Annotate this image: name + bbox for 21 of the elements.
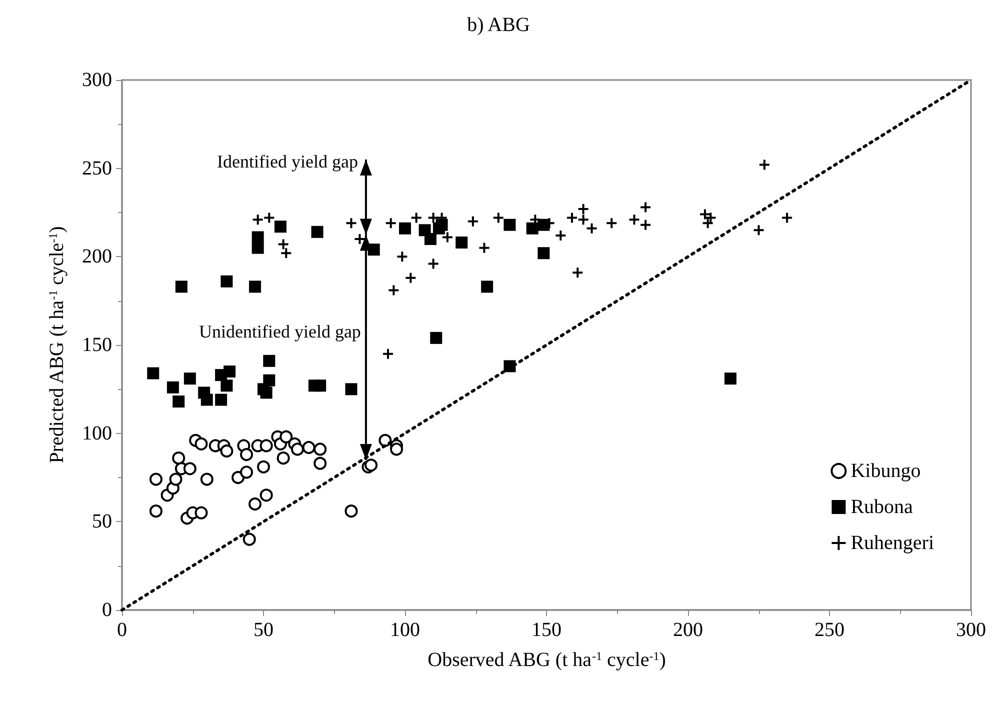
legend-label: Ruhengeri — [850, 532, 934, 554]
annotation: Identified yield gap — [216, 152, 358, 172]
x-tick-label: 100 — [390, 619, 420, 641]
y-tick-label: 300 — [82, 69, 112, 91]
y-tick-label: 250 — [82, 157, 112, 180]
annotation: Unidentified yield gap — [198, 321, 361, 342]
x-tick-label: 150 — [532, 619, 562, 641]
legend-label: Rubona — [850, 496, 914, 518]
chart-title: b) ABG — [467, 14, 530, 36]
x-tick-label: 300 — [956, 619, 986, 641]
x-tick-label: 0 — [117, 619, 127, 641]
x-tick-label: 250 — [814, 619, 844, 641]
y-tick-label: 0 — [102, 599, 112, 621]
y-tick-label: 150 — [82, 334, 112, 356]
y-axis-title: Predicted ABG (t ha-1 cycle-1) — [46, 226, 68, 464]
y-tick-label: 50 — [92, 510, 112, 533]
legend-label: Kibungo — [850, 460, 921, 482]
y-tick-label: 100 — [82, 422, 112, 444]
x-tick-label: 50 — [254, 619, 274, 641]
x-tick-label: 200 — [673, 619, 703, 641]
y-tick-label: 200 — [82, 246, 112, 268]
